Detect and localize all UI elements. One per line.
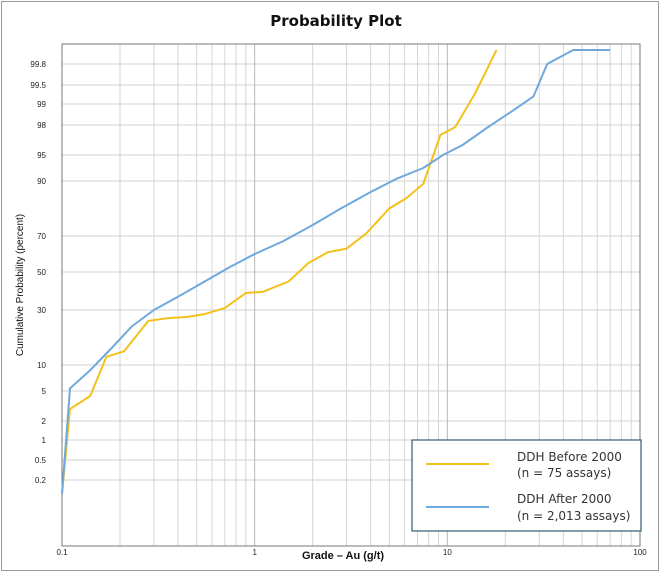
chart-title: Probability Plot: [270, 12, 402, 30]
x-axis-label: Grade – Au (g/t): [302, 550, 384, 562]
series-line-after-2000: [61, 49, 611, 495]
x-tick-label: 1: [252, 548, 257, 557]
y-tick-label: 99.5: [30, 81, 46, 90]
legend-sublabel-before-2000: (n = 75 assays): [517, 466, 611, 480]
legend-label-after-2000: DDH After 2000: [517, 492, 612, 506]
y-tick-label: 70: [37, 232, 46, 241]
y-tick-label: 2: [42, 417, 47, 426]
y-tick-label: 90: [37, 177, 46, 186]
series-layer: [61, 49, 611, 495]
legend: DDH Before 2000 (n = 75 assays) DDH Afte…: [411, 439, 642, 532]
legend-box: [411, 439, 642, 532]
y-tick-label: 95: [37, 151, 46, 160]
y-axis: 0.2 0.5 1 2 5 10 30 50 70 90 95 98 99 99.5 99.8: [30, 60, 46, 485]
y-tick-label: 0.2: [35, 476, 47, 485]
legend-sublabel-after-2000: (n = 2,013 assays): [517, 509, 630, 523]
y-axis-label: Cumulative Probability (percent): [15, 214, 26, 356]
y-tick-label: 1: [42, 436, 47, 445]
y-tick-label: 99: [37, 100, 46, 109]
y-tick-label: 5: [42, 387, 47, 396]
series-line-before-2000: [61, 49, 498, 495]
y-tick-label: 98: [37, 121, 46, 130]
y-tick-label: 99.8: [30, 60, 46, 69]
x-axis: 0.1 1 10 100: [56, 548, 647, 557]
legend-label-before-2000: DDH Before 2000: [517, 450, 622, 464]
plot-area: [61, 43, 641, 547]
y-tick-label: 10: [37, 361, 46, 370]
x-tick-label: 10: [443, 548, 452, 557]
y-tick-label: 0.5: [35, 456, 47, 465]
y-tick-label: 50: [37, 268, 46, 277]
x-tick-label: 0.1: [56, 548, 68, 557]
x-tick-label: 100: [633, 548, 647, 557]
y-tick-label: 30: [37, 306, 46, 315]
